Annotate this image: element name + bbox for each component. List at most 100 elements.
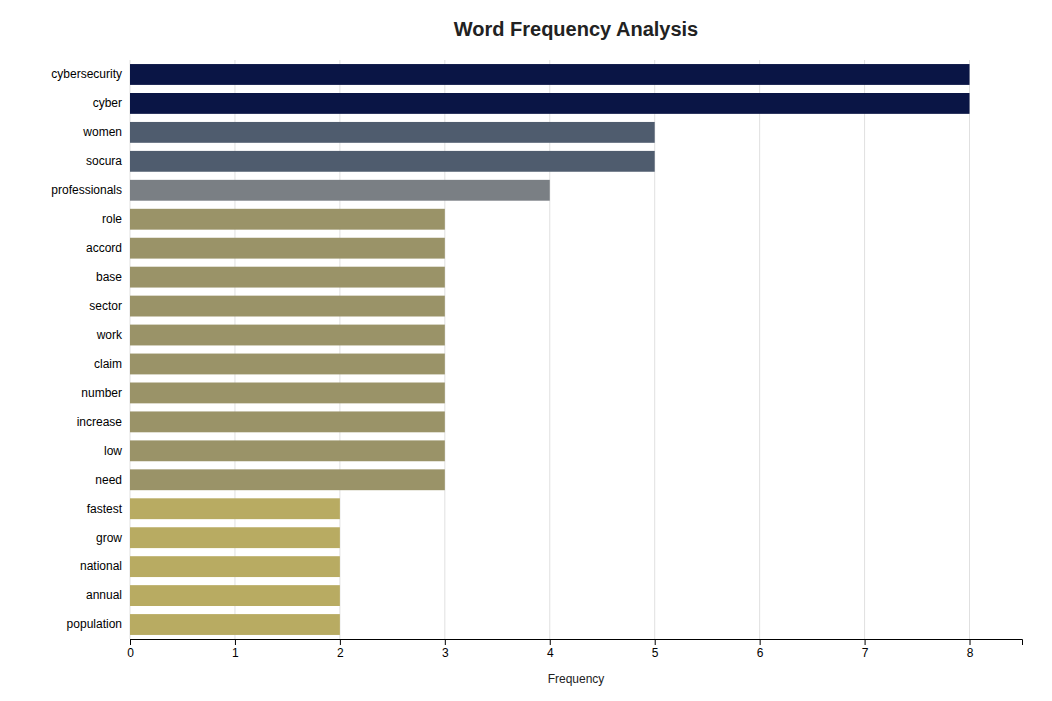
bar: [130, 180, 550, 201]
grid-line: [969, 60, 970, 639]
bar: [130, 122, 655, 143]
x-tick-label: 7: [862, 646, 869, 660]
y-tick: sector: [89, 299, 122, 313]
y-tick-label: professionals: [51, 183, 122, 197]
x-tick-label: 3: [442, 646, 449, 660]
grid: [130, 60, 970, 639]
bar: [130, 383, 445, 404]
x-tick-mark: [655, 639, 656, 645]
y-tick: number: [81, 386, 122, 400]
grid-line: [444, 60, 445, 639]
chart: 0 1 2 3 4 5 6 7 8 cybersecurity cyber women socura pr…: [0, 0, 1052, 701]
y-tick: need: [95, 473, 122, 487]
y-axis: cybersecurity cyber women socura professiona…: [51, 67, 123, 631]
x-tick-mark: [130, 639, 131, 645]
y-tick-label: number: [81, 386, 122, 400]
x-axis-title: Frequency: [548, 672, 605, 686]
bar: [130, 585, 340, 606]
y-tick: work: [96, 328, 123, 342]
y-tick-label: national: [80, 559, 122, 573]
grid-line: [654, 60, 655, 639]
x-tick-label: 2: [337, 646, 344, 660]
y-tick: population: [67, 617, 122, 631]
bar: [130, 411, 445, 432]
x-tick: 2: [337, 639, 344, 660]
y-tick-label: fastest: [87, 502, 123, 516]
bar: [130, 469, 445, 490]
y-tick: national: [80, 559, 122, 573]
x-tick-label: 6: [757, 646, 764, 660]
bar: [130, 151, 655, 172]
grid-line: [339, 60, 340, 639]
x-axis: 0 1 2 3 4 5 6 7 8: [127, 639, 1022, 660]
y-tick-label: population: [67, 617, 122, 631]
y-tick-label: annual: [86, 588, 122, 602]
x-axis-line: [131, 640, 1023, 646]
y-tick: professionals: [51, 183, 122, 197]
bar: [130, 614, 340, 635]
y-tick: annual: [86, 588, 122, 602]
x-tick: 5: [652, 639, 659, 660]
y-tick: accord: [86, 241, 122, 255]
bars: [130, 64, 970, 635]
grid-line: [130, 60, 131, 639]
y-tick-label: accord: [86, 241, 122, 255]
bar: [130, 209, 445, 230]
x-tick-mark: [550, 639, 551, 645]
y-tick: fastest: [87, 502, 123, 516]
x-tick: 4: [547, 639, 554, 660]
x-tick-mark: [760, 639, 761, 645]
bar: [130, 556, 340, 577]
x-tick: 3: [442, 639, 449, 660]
x-tick-mark: [865, 639, 866, 645]
y-tick: cyber: [93, 96, 122, 110]
y-tick-label: socura: [86, 154, 122, 168]
bar: [130, 267, 445, 288]
y-tick: low: [104, 444, 122, 458]
plot: 0 1 2 3 4 5 6 7 8 cybersecurity cyber women socura pr…: [51, 60, 1022, 660]
grid-line: [864, 60, 865, 639]
y-tick-label: increase: [77, 415, 123, 429]
x-tick: 8: [967, 639, 974, 660]
title: Word Frequency Analysis: [454, 18, 699, 40]
bar: [130, 325, 445, 346]
y-tick: role: [102, 212, 122, 226]
x-tick-label: 1: [232, 646, 239, 660]
bar: [130, 238, 445, 259]
x-tick: 1: [232, 639, 239, 660]
bar: [130, 527, 340, 548]
bar: [130, 296, 445, 317]
x-tick-mark: [340, 639, 341, 645]
y-tick-label: women: [82, 125, 122, 139]
y-tick: increase: [77, 415, 123, 429]
x-tick-mark: [235, 639, 236, 645]
x-tick-label: 4: [547, 646, 554, 660]
y-tick-label: claim: [94, 357, 122, 371]
y-tick-label: cyber: [93, 96, 122, 110]
y-tick-label: need: [95, 473, 122, 487]
x-tick-label: 0: [127, 646, 134, 660]
y-tick: grow: [96, 531, 122, 545]
bar: [130, 93, 970, 114]
x-tick-label: 8: [967, 646, 974, 660]
y-tick: socura: [86, 154, 122, 168]
x-tick-mark: [445, 639, 446, 645]
grid-line: [234, 60, 235, 639]
bar: [130, 64, 970, 85]
y-tick: claim: [94, 357, 122, 371]
y-tick-label: sector: [89, 299, 122, 313]
y-tick: women: [82, 125, 122, 139]
y-tick-label: base: [96, 270, 122, 284]
x-tick: 6: [757, 639, 764, 660]
x-tick-mark: [970, 639, 971, 645]
bar: [130, 354, 445, 375]
x-tick: 0: [127, 639, 134, 660]
grid-line: [759, 60, 760, 639]
y-tick-label: cybersecurity: [51, 67, 122, 81]
x-tick: 7: [862, 639, 869, 660]
bar: [130, 440, 445, 461]
y-tick-label: low: [104, 444, 122, 458]
x-tick-label: 5: [652, 646, 659, 660]
grid-line: [549, 60, 550, 639]
y-tick-label: grow: [96, 531, 122, 545]
